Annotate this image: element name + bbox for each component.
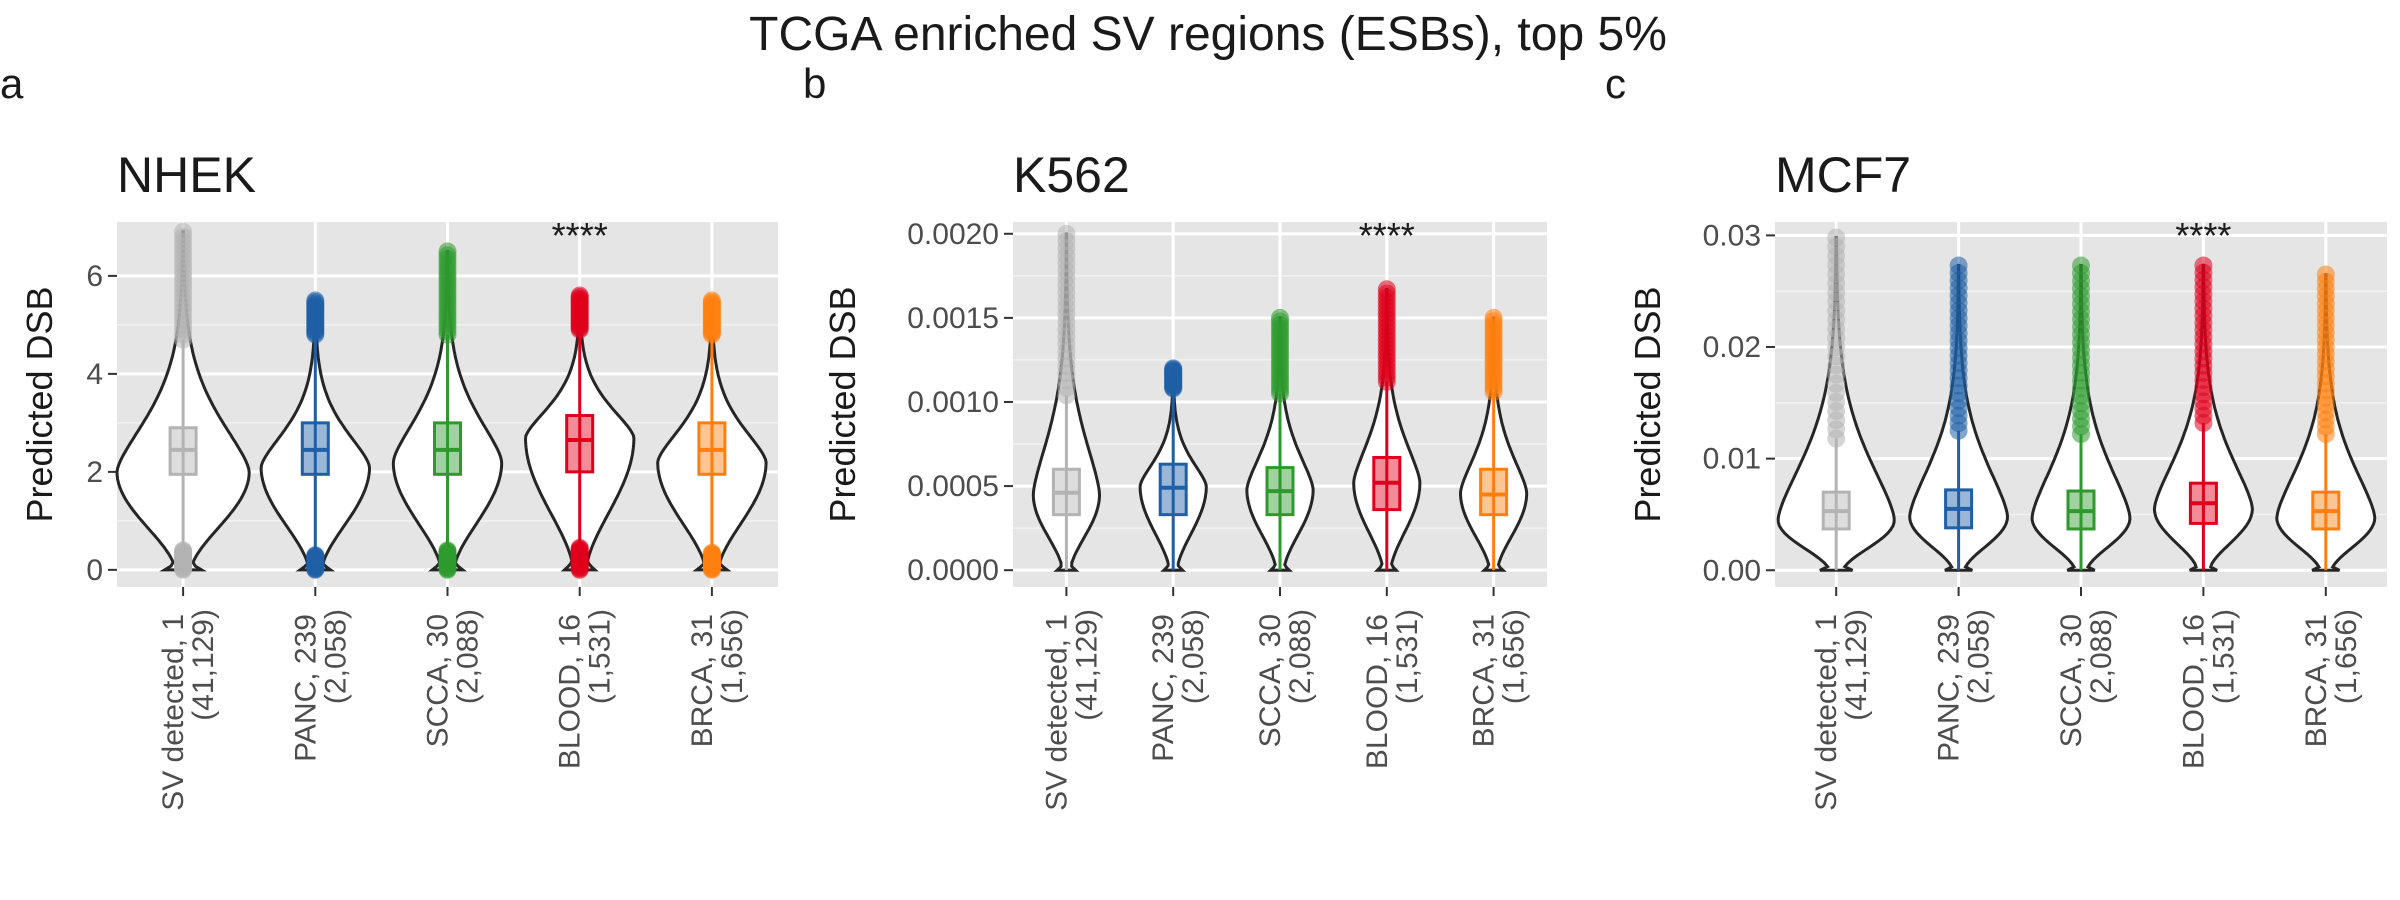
y-tick-label: 0 xyxy=(86,554,103,587)
category-2: SCCA, 30(2,088) xyxy=(2030,256,2132,747)
panel-mcf7: c MCF7 0.00 0.01 0.02 0.03 Predicted DSB SV det… xyxy=(1605,60,2387,811)
y-tick-label: 6 xyxy=(86,260,103,293)
y-tick-label: 0.01 xyxy=(1703,443,1761,476)
category-3: BLOOD, 16(1,531) xyxy=(523,286,636,769)
y-tick-label: 0.0020 xyxy=(907,218,999,251)
category-1: PANC, 239(2,058) xyxy=(1138,359,1210,762)
x-tick-label-line2: (41,129) xyxy=(187,609,220,721)
x-tick-label-line2: (2,088) xyxy=(1284,609,1317,704)
outlier-point xyxy=(1484,308,1503,327)
significance-marker: **** xyxy=(552,215,608,256)
x-tick-label-line2: (1,531) xyxy=(1391,609,1424,704)
y-tick-label: 0.0005 xyxy=(907,470,999,503)
panel-title: MCF7 xyxy=(1775,147,1911,203)
category-4: BRCA, 31(1,656) xyxy=(656,291,768,747)
x-tick-label-line2: (2,058) xyxy=(319,609,352,704)
y-tick-label: 0.00 xyxy=(1703,554,1761,587)
category-4: BRCA, 31(1,656) xyxy=(1458,308,1531,747)
x-tick-label-line2: (1,656) xyxy=(2330,609,2363,704)
category-0: SV detected, 1(41,129) xyxy=(115,222,251,811)
x-tick-label-line1: SV detected, 1 xyxy=(1810,614,1843,811)
x-tick-label-line1: SV detected, 1 xyxy=(1040,614,1073,811)
panel-title: K562 xyxy=(1013,147,1130,203)
outlier-point xyxy=(2316,265,2335,284)
y-tick-label: 4 xyxy=(86,358,103,391)
y-tick-label: 0.0010 xyxy=(907,386,999,419)
outlier-point xyxy=(438,242,457,261)
x-tick-label-line2: (41,129) xyxy=(1840,609,1873,721)
outlier-point xyxy=(174,222,193,241)
y-axis-label: Predicted DSB xyxy=(1627,286,1668,522)
panel-letter: a xyxy=(0,60,24,107)
x-tick-label-line1: BLOOD, 16 xyxy=(2177,614,2210,769)
panel-letter: c xyxy=(1605,60,1626,107)
outlier-point xyxy=(2072,256,2090,275)
outlier-point xyxy=(1057,224,1076,243)
category-3: BLOOD, 16(1,531) xyxy=(1352,280,1424,769)
y-tick-label: 0.0015 xyxy=(907,302,999,335)
outlier-point xyxy=(306,546,325,565)
y-axis-label: Predicted DSB xyxy=(19,286,60,522)
category-1: PANC, 239(2,058) xyxy=(1908,256,2010,762)
category-4: BRCA, 31(1,656) xyxy=(2275,265,2377,747)
category-0: SV detected, 1(41,129) xyxy=(1776,228,1896,811)
x-tick-label-line1: SCCA, 30 xyxy=(2055,614,2088,747)
x-tick-label-line1: PANC, 239 xyxy=(289,614,322,762)
outlier-point xyxy=(2194,256,2213,275)
significance-marker: **** xyxy=(1359,215,1415,256)
figure-title: TCGA enriched SV regions (ESBs), top 5% xyxy=(749,8,1667,61)
x-tick-label-line1: SCCA, 30 xyxy=(1254,614,1287,747)
outlier-point xyxy=(1949,256,1968,275)
category-0: SV detected, 1(41,129) xyxy=(1031,224,1103,811)
x-tick-label-line1: BLOOD, 16 xyxy=(1361,614,1394,769)
category-3: BLOOD, 16(1,531) xyxy=(2152,256,2254,769)
iqr-box xyxy=(565,414,595,474)
category-2: SCCA, 30(2,088) xyxy=(391,242,504,747)
x-tick-label-line2: (2,088) xyxy=(452,609,485,704)
x-tick-label-line1: BRCA, 31 xyxy=(686,614,719,747)
panel-letter: b xyxy=(803,60,826,107)
x-tick-label-line2: (1,656) xyxy=(716,609,749,704)
category-2: SCCA, 30(2,088) xyxy=(1245,308,1317,747)
outlier-point xyxy=(1377,280,1396,299)
category-1: PANC, 239(2,058) xyxy=(259,291,372,762)
x-tick-label-line2: (41,129) xyxy=(1070,609,1103,721)
outlier-point xyxy=(1827,228,1846,247)
y-axis-label: Predicted DSB xyxy=(822,286,863,522)
panel-title: NHEK xyxy=(117,147,256,203)
outlier-point xyxy=(702,291,721,310)
x-tick-label-line1: SV detected, 1 xyxy=(157,614,190,811)
outlier-point xyxy=(1271,308,1289,327)
x-tick-label-line1: PANC, 239 xyxy=(1147,614,1180,762)
iqr-box xyxy=(1479,467,1509,517)
panel-nhek: a NHEK 0 2 4 6 Predicted DSB SV detected, 1(41,… xyxy=(0,60,778,811)
x-tick-label-line1: BRCA, 31 xyxy=(1468,614,1501,747)
outlier-point xyxy=(1164,359,1183,378)
x-tick-label-line2: (2,058) xyxy=(1963,609,1996,704)
x-tick-label-line2: (1,656) xyxy=(1498,609,1531,704)
x-tick-label-line1: PANC, 239 xyxy=(1933,614,1966,762)
x-tick-label-line1: SCCA, 30 xyxy=(422,614,455,747)
outlier-point xyxy=(570,286,589,305)
outlier-point xyxy=(306,291,325,310)
y-tick-label: 0.03 xyxy=(1703,219,1761,252)
y-tick-label: 2 xyxy=(86,456,103,489)
y-tick-label: 0.0000 xyxy=(907,554,999,587)
x-tick-label-line2: (1,531) xyxy=(2207,609,2240,704)
significance-marker: **** xyxy=(2175,215,2231,256)
y-tick-label: 0.02 xyxy=(1703,331,1761,364)
x-tick-label-line2: (2,058) xyxy=(1177,609,1210,704)
x-tick-label-line1: BLOOD, 16 xyxy=(554,614,587,769)
x-tick-label-line2: (2,088) xyxy=(2085,609,2118,704)
panel-k562: b K562 0.0000 0.0005 0.0010 0.0015 0.0020 Predi… xyxy=(803,60,1547,811)
x-tick-label-line1: BRCA, 31 xyxy=(2300,614,2333,747)
x-tick-label-line2: (1,531) xyxy=(584,609,617,704)
